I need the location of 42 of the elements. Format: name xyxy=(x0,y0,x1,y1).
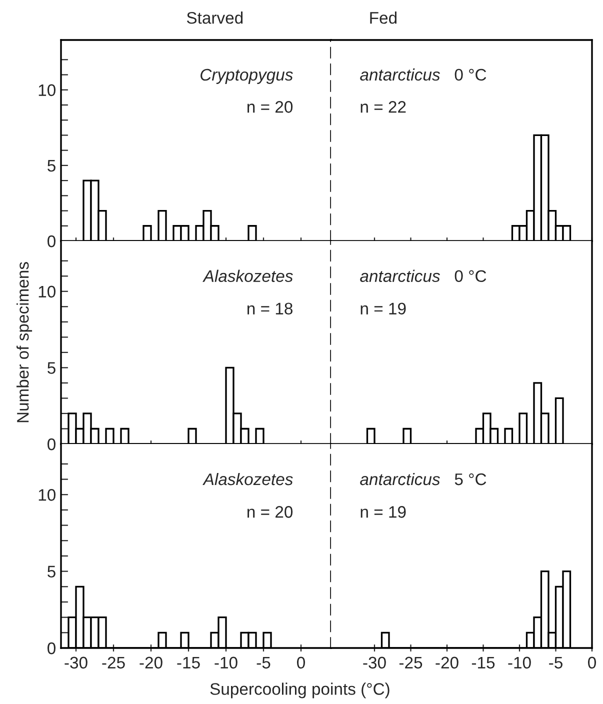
x-tick-label: -15 xyxy=(472,656,495,669)
annotation: 0 °C xyxy=(454,270,486,282)
y-tick-label: 5 xyxy=(48,160,56,172)
annotation: n = 20 xyxy=(248,506,293,518)
x-tick-label: -30 xyxy=(64,656,88,669)
y-axis-title: Number of specimens xyxy=(16,262,32,422)
x-tick-label: -20 xyxy=(436,656,458,669)
x-tick-label: 0 xyxy=(297,656,305,669)
x-tick-label: -5 xyxy=(256,656,270,669)
annotation: Cryptopygus xyxy=(200,68,293,84)
annotation: antarcticus xyxy=(360,472,440,486)
annotation: Alaskozetes xyxy=(202,270,293,282)
annotation: n = 20 xyxy=(248,101,293,113)
chart-title: Starved xyxy=(186,12,243,24)
annotation: n = 18 xyxy=(248,302,292,314)
annotation: 5 °C xyxy=(454,473,486,486)
annotation: n = 19 xyxy=(360,302,406,314)
x-tick-label: -30 xyxy=(363,656,386,669)
y-tick-label: 0 xyxy=(48,438,56,450)
y-tick-label: 10 xyxy=(38,84,56,96)
x-tick-label: -10 xyxy=(214,656,238,669)
x-tick-label: 0 xyxy=(588,656,596,669)
x-tick-label: -25 xyxy=(399,656,422,669)
y-tick-label: 5 xyxy=(48,362,56,374)
x-tick-label: -10 xyxy=(508,656,531,669)
y-tick-label: 0 xyxy=(48,235,56,248)
annotation: n = 19 xyxy=(360,506,406,518)
annotation: 0 °C xyxy=(454,68,486,81)
annotation: Alaskozetes xyxy=(202,472,293,486)
annotation: antarcticus xyxy=(360,270,440,282)
chart-title: Fed xyxy=(370,12,396,24)
y-tick-label: 0 xyxy=(48,642,56,654)
y-tick-label: 5 xyxy=(48,566,56,578)
x-tick-label: -15 xyxy=(177,656,200,669)
y-tick-label: 10 xyxy=(38,286,56,298)
x-axis-title: Supercooling points (°C) xyxy=(210,682,390,698)
x-tick-label: -20 xyxy=(140,656,162,669)
y-tick-label: 10 xyxy=(38,489,56,501)
x-tick-label: -5 xyxy=(549,656,562,669)
annotation: antarcticus xyxy=(360,68,440,81)
annotation: n = 22 xyxy=(360,101,406,113)
x-tick-label: -25 xyxy=(102,656,125,669)
